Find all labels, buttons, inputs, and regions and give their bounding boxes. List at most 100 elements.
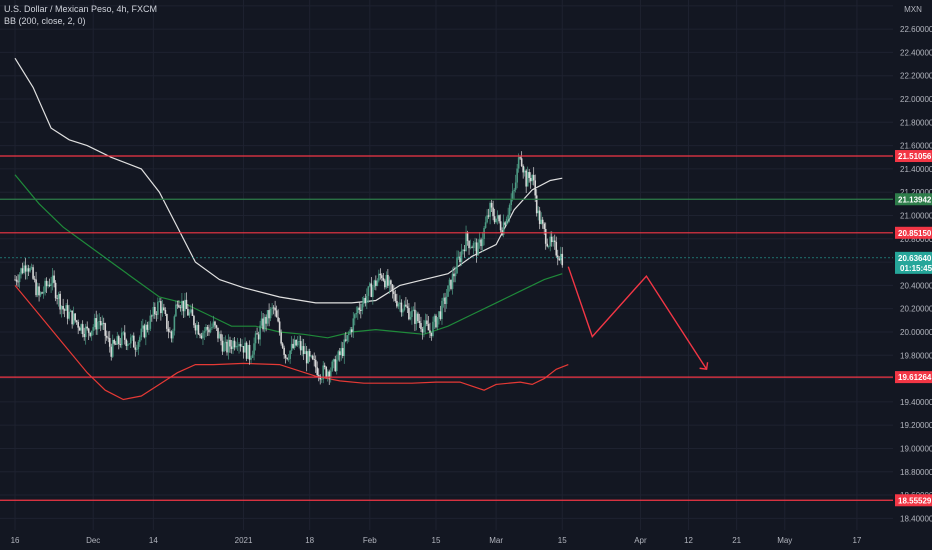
- horizontal-levels[interactable]: [0, 155, 893, 501]
- candle-body: [487, 215, 490, 217]
- candle-body: [170, 331, 173, 339]
- candle-body: [239, 344, 242, 347]
- candle-body: [110, 346, 113, 357]
- time-tick-label: 15: [432, 536, 441, 545]
- candle-body: [456, 258, 458, 274]
- candle-body: [453, 273, 455, 277]
- candle-body: [62, 306, 64, 310]
- candle-body: [513, 189, 515, 192]
- level-price-label: 21.51056: [898, 152, 932, 161]
- candle-body: [555, 241, 558, 256]
- candle-body: [56, 298, 58, 300]
- candle-body: [538, 210, 541, 224]
- candle-body: [74, 313, 76, 321]
- candle-body: [553, 240, 556, 242]
- candle-body: [414, 309, 416, 324]
- candle-body: [393, 291, 395, 295]
- candle-body: [92, 327, 95, 331]
- candle-body: [508, 205, 511, 215]
- candle-body: [302, 346, 305, 355]
- current-price-label: 20.63640: [898, 254, 932, 263]
- candle-body: [259, 325, 261, 340]
- candle-body: [278, 321, 281, 333]
- candle-body: [516, 168, 518, 183]
- level-price-label: 21.13942: [898, 195, 932, 204]
- candle-body: [331, 361, 334, 371]
- candle-body: [448, 279, 451, 286]
- candle-body: [537, 210, 540, 214]
- candle-body: [241, 346, 243, 347]
- candle-body: [272, 307, 275, 309]
- candle-body: [265, 316, 267, 324]
- candle-body: [466, 232, 469, 241]
- candle-body: [346, 335, 349, 341]
- candle-body: [519, 157, 521, 159]
- candle-body: [90, 330, 93, 336]
- candle-body: [559, 253, 562, 261]
- candle-body: [388, 280, 391, 286]
- price-tick-label: 22.40000: [900, 48, 932, 57]
- candle-body: [483, 227, 485, 240]
- symbol-title[interactable]: U.S. Dollar / Mexican Peso, 4h, FXCM: [4, 4, 158, 14]
- candle-body: [424, 320, 427, 327]
- candle-body: [134, 347, 137, 350]
- candle-body: [505, 219, 508, 225]
- candle-body: [205, 326, 207, 332]
- price-axis[interactable]: MXN 22.60000 22.40000 22.20000 22.00000 21.80…: [893, 0, 932, 550]
- candle-body: [493, 216, 496, 223]
- candle-body: [292, 343, 294, 348]
- candle-body: [432, 321, 434, 337]
- candle-body: [209, 328, 212, 333]
- candle-body: [357, 307, 359, 313]
- candle-body: [193, 315, 195, 326]
- candle-body: [63, 309, 66, 311]
- indicator-title[interactable]: BB (200, close, 2, 0): [4, 16, 86, 26]
- projection-arrowhead: [699, 362, 709, 371]
- bb-lower-line: [14, 285, 569, 401]
- candle-body: [514, 182, 517, 190]
- candle-body: [95, 318, 98, 330]
- candle-body: [477, 242, 479, 256]
- candle-body: [556, 255, 559, 259]
- projection-path[interactable]: [567, 266, 709, 371]
- candle-body: [552, 240, 555, 243]
- candle-body: [78, 327, 81, 331]
- candle-body: [197, 324, 200, 335]
- candle-body: [98, 321, 101, 322]
- price-tick-label: 22.00000: [900, 95, 932, 104]
- candle-body: [525, 170, 527, 187]
- candle-body: [480, 239, 482, 247]
- candle-body: [417, 313, 419, 321]
- candle-body: [160, 301, 162, 314]
- candle-body: [269, 308, 272, 319]
- candle-body: [274, 307, 276, 311]
- price-tick-label: 21.20000: [900, 188, 932, 197]
- candle-body: [381, 275, 383, 279]
- candle-body: [143, 325, 146, 338]
- candle-body: [502, 222, 505, 235]
- candle-body: [421, 329, 424, 333]
- candle-body: [325, 366, 328, 377]
- candle-body: [385, 274, 388, 288]
- time-axis[interactable]: 16 Dec 14 2021 18 Feb 15 Mar 15 Apr 12 21 May 17: [0, 530, 932, 550]
- candle-body: [254, 333, 257, 344]
- candle-body: [57, 293, 60, 299]
- candle-body: [289, 350, 291, 359]
- candle-body: [460, 251, 463, 263]
- candle-body: [305, 351, 308, 364]
- candle-body: [119, 343, 122, 346]
- candle-body: [415, 313, 418, 324]
- candle-body: [271, 307, 273, 309]
- candle-body: [167, 328, 170, 332]
- candle-body: [179, 307, 182, 309]
- candle-body: [427, 324, 430, 331]
- price-tick-label: 21.00000: [900, 211, 932, 220]
- candle-body: [363, 297, 365, 304]
- candle-body: [326, 371, 329, 377]
- candle-body: [397, 303, 400, 307]
- candle-body: [152, 306, 155, 317]
- candle-body: [468, 240, 470, 249]
- candle-body: [438, 311, 440, 318]
